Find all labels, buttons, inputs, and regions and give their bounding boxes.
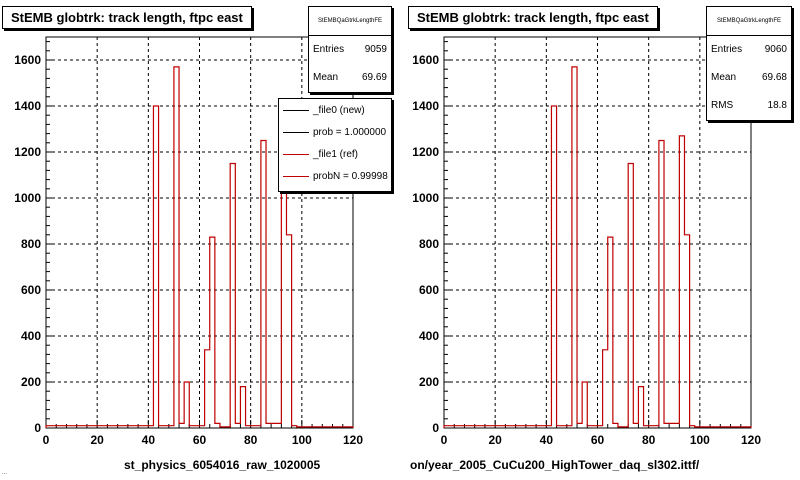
- panel1-stats-name: StEMBQaGtrkLengthFE: [309, 7, 391, 36]
- legend-swatch: [283, 153, 309, 155]
- y-tick-label: 200: [21, 375, 41, 389]
- legend-entry-file1: _file1 (ref): [279, 143, 391, 165]
- stats-value: 69.69: [361, 72, 387, 83]
- y-tick-label: 400: [419, 329, 439, 343]
- panel2-title-text: StEMB globtrk: track length, ftpc east: [417, 10, 649, 25]
- panel1-stats-box: StEMBQaGtrkLengthFE Entries 9059 Mean 69…: [308, 6, 392, 93]
- panel2-stats-row-mean: Mean 69.68: [707, 64, 791, 92]
- bottom-note: ...: [2, 470, 8, 476]
- legend-swatch: [283, 109, 309, 111]
- legend-entry-file0: _file0 (new): [279, 99, 391, 121]
- x-tick-label: 20: [488, 433, 502, 447]
- legend-entry-probn: probN = 0.99998: [279, 165, 391, 187]
- y-tick-label: 1000: [14, 191, 41, 205]
- legend-entry-prob: prob = 1.000000: [279, 121, 391, 143]
- panel1-stats-row-mean: Mean 69.69: [309, 64, 391, 92]
- stats-label: Mean: [711, 72, 737, 83]
- histogram-bin: [751, 427, 756, 428]
- panel2-title: StEMB globtrk: track length, ftpc east: [408, 6, 658, 29]
- y-tick-label: 1000: [412, 191, 439, 205]
- histogram-line: [443, 66, 752, 428]
- y-tick-label: 800: [21, 237, 41, 251]
- panel2-stats-box: StEMBQaGtrkLengthFE Entries 9060 Mean 69…: [706, 6, 792, 121]
- x-tick-label: 120: [343, 433, 363, 447]
- legend-label: _file0 (new): [313, 104, 365, 116]
- x-tick-label: 0: [43, 433, 50, 447]
- y-tick-label: 1400: [14, 99, 41, 113]
- panel1-legend: _file0 (new) prob = 1.000000 _file1 (ref…: [278, 98, 392, 192]
- stats-value: 9060: [764, 44, 787, 55]
- panel2-stats-row-entries: Entries 9060: [707, 36, 791, 64]
- panel2-stats-row-rms: RMS 18.8: [707, 92, 791, 120]
- x-tick-label: 100: [690, 433, 710, 447]
- stats-label: Mean: [313, 72, 339, 83]
- legend-label: prob = 1.000000: [313, 126, 387, 138]
- x-tick-label: 60: [193, 433, 207, 447]
- panel1-title-text: StEMB globtrk: track length, ftpc east: [11, 10, 243, 25]
- y-tick-label: 0: [432, 421, 439, 435]
- x-tick-label: 40: [540, 433, 554, 447]
- y-tick-label: 600: [21, 283, 41, 297]
- x-tick-label: 60: [591, 433, 605, 447]
- histogram-bin: [353, 427, 358, 428]
- stats-value: 18.8: [767, 100, 787, 111]
- panel2-stats-name: StEMBQaGtrkLengthFE: [707, 7, 791, 36]
- panel2-footer: on/year_2005_CuCu200_HighTower_daq_sl302…: [410, 458, 700, 472]
- stats-label: Entries: [313, 44, 345, 55]
- y-tick-label: 800: [419, 237, 439, 251]
- histogram-line: [45, 66, 354, 428]
- legend-swatch: [283, 175, 309, 177]
- stats-value: 9059: [364, 44, 387, 55]
- panel1-title: StEMB globtrk: track length, ftpc east: [2, 6, 252, 29]
- x-tick-label: 100: [292, 433, 312, 447]
- x-tick-label: 120: [741, 433, 761, 447]
- x-tick-label: 80: [642, 433, 656, 447]
- x-tick-label: 0: [441, 433, 448, 447]
- y-tick-label: 1600: [412, 53, 439, 67]
- panel1-stats-row-entries: Entries 9059: [309, 36, 391, 64]
- x-tick-label: 20: [90, 433, 104, 447]
- y-tick-label: 1200: [412, 145, 439, 159]
- x-tick-label: 80: [244, 433, 258, 447]
- panel1-footer: st_physics_6054016_raw_1020005: [124, 458, 321, 472]
- legend-label: _file1 (ref): [313, 148, 359, 160]
- y-tick-label: 200: [419, 375, 439, 389]
- x-tick-label: 40: [142, 433, 156, 447]
- stats-label: Entries: [711, 44, 743, 55]
- stats-value: 69.68: [761, 72, 787, 83]
- legend-label: probN = 0.99998: [313, 170, 388, 182]
- y-tick-label: 600: [419, 283, 439, 297]
- stats-label: RMS: [711, 100, 734, 111]
- y-tick-label: 1600: [14, 53, 41, 67]
- y-tick-label: 0: [34, 421, 41, 435]
- legend-swatch: [283, 131, 309, 133]
- y-tick-label: 1400: [412, 99, 439, 113]
- y-tick-label: 400: [21, 329, 41, 343]
- y-tick-label: 1200: [14, 145, 41, 159]
